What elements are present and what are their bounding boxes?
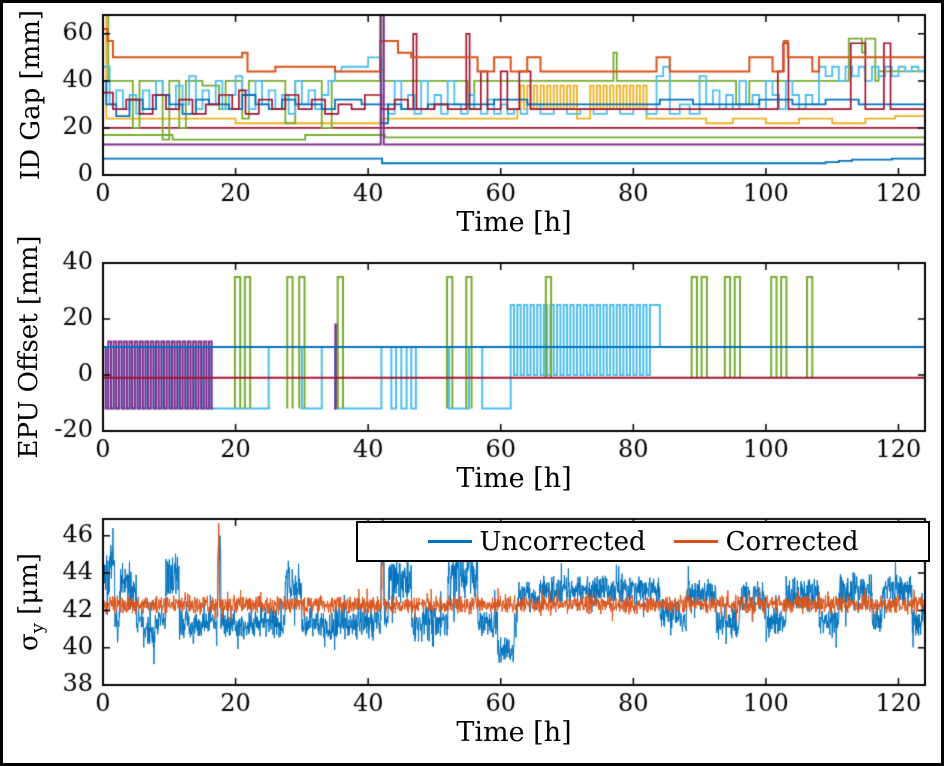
epu-offset-axis-label: EPU Offset [mm]: [14, 235, 44, 459]
sigma-subscript: y: [27, 623, 49, 634]
chart-canvas: [3, 3, 941, 763]
legend-label-corrected: Corrected: [725, 526, 859, 557]
sigma-units: [μm]: [13, 552, 44, 624]
legend-label-uncorrected: Uncorrected: [479, 526, 646, 557]
legend: Uncorrected Corrected: [356, 521, 930, 562]
time-axis-label-1: Time [h]: [456, 207, 572, 238]
sigma-y-axis-label: σy [μm]: [14, 553, 48, 651]
time-axis-label-3: Time [h]: [456, 717, 572, 748]
legend-item-uncorrected: Uncorrected: [427, 526, 646, 557]
legend-swatch-uncorrected: [427, 540, 472, 543]
time-axis-label-2: Time [h]: [456, 463, 572, 494]
legend-swatch-corrected: [673, 540, 718, 543]
id-gap-axis-label: ID Gap [mm]: [16, 9, 46, 181]
legend-item-corrected: Corrected: [673, 526, 859, 557]
sigma-symbol: σ: [13, 633, 44, 652]
